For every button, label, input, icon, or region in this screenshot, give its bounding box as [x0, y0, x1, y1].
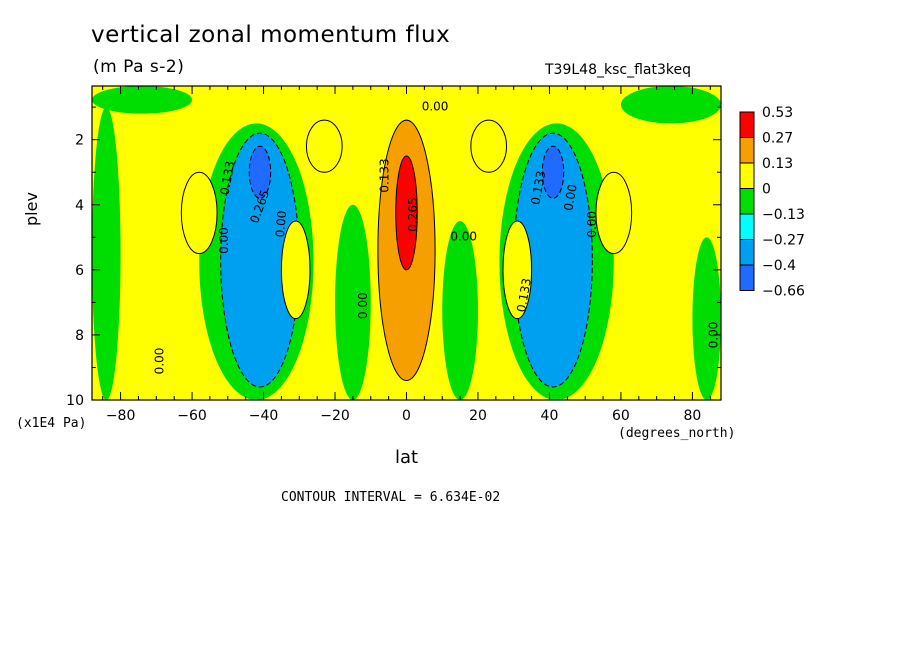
- contour-region-tropical-positive-jet: [377, 119, 436, 381]
- colorbar-swatch: [739, 264, 755, 291]
- x-tick-label: 40: [541, 408, 559, 424]
- y-tick-label: 4: [75, 198, 84, 214]
- contour-region-sh-positive-flank: [280, 220, 311, 320]
- contour-region-nh-negative-jet: [513, 132, 593, 388]
- contour-label: 0.00: [356, 292, 370, 319]
- axes: −80 −60 −40 −20 0 20 40 60 80 2 4 6 8 10: [66, 85, 722, 424]
- contour-label: 0.133: [218, 160, 238, 196]
- y-tick-label: 6: [75, 263, 84, 279]
- contour-label: 0.265: [406, 197, 420, 231]
- y-axis-label: plev: [22, 192, 41, 226]
- colorbar-swatch: [739, 213, 755, 240]
- colorbar-swatch: [739, 188, 755, 215]
- colorbar: 0.53 0.27 0.13 0 −0.13 −0.27 −0.4 −0.66: [739, 105, 805, 300]
- field-negative-lobe: [92, 86, 193, 114]
- contour-label: 0.00: [450, 230, 477, 244]
- contour-region-nh-upper-positive: [470, 119, 508, 173]
- contour-label: 0.00: [273, 210, 289, 238]
- colorbar-label: −0.13: [762, 207, 805, 223]
- field-negative-lobe: [442, 221, 478, 400]
- contour-label: 0.133: [378, 158, 392, 192]
- contour-label: 0.00: [706, 322, 720, 349]
- y-tick-label: 8: [75, 328, 84, 344]
- x-tick-label: −60: [177, 408, 207, 424]
- contour-region-sh-negative-core: [248, 145, 272, 199]
- contour-region-sh-upper-positive: [305, 119, 343, 173]
- contour-region-nh-positive-flank: [502, 220, 533, 320]
- x-tick-label: 0: [402, 408, 411, 424]
- colorbar-label: 0: [762, 182, 771, 198]
- contour-interval: CONTOUR INTERVAL = 6.634E-02: [281, 490, 501, 505]
- plot-frame: [91, 85, 722, 401]
- chart-units: (m Pa s-2): [93, 57, 185, 77]
- colorbar-swatch: [739, 137, 755, 164]
- colorbar-label: −0.4: [762, 258, 796, 274]
- contour-label: 0.00: [585, 211, 599, 238]
- plot-area: [92, 86, 721, 400]
- colorbar-label: −0.27: [762, 233, 805, 249]
- field-negative-lobe: [692, 237, 721, 400]
- field-negative-lobe: [499, 123, 614, 400]
- contour-region-nh-subtropical-positive: [595, 171, 633, 255]
- colorbar-label: −0.66: [762, 284, 805, 300]
- field-negative-lobe: [92, 107, 121, 400]
- x-tick-label: 60: [612, 408, 630, 424]
- x-axis-units: (degrees_north): [618, 426, 736, 441]
- field-negative-lobe: [620, 86, 721, 124]
- y-tick-label: 10: [66, 393, 84, 409]
- contour-label: 0.133: [528, 170, 548, 206]
- contour-region-sh-subtropical-positive: [180, 171, 218, 255]
- contour-region-nh-negative-core: [541, 145, 565, 199]
- run-label: T39L48_ksc_flat3keq: [545, 62, 691, 78]
- contour-label: 0.00: [561, 183, 579, 212]
- contour-label: 0.265: [247, 188, 272, 225]
- chart-title: vertical zonal momentum flux: [91, 22, 451, 48]
- x-axis-label: lat: [395, 447, 419, 468]
- contour-label: 0.00: [217, 227, 231, 254]
- contour-region-tropical-core: [395, 155, 418, 271]
- y-tick-label: 2: [75, 133, 84, 149]
- colorbar-swatch: [739, 239, 755, 266]
- colorbar-label: 0.27: [762, 131, 793, 147]
- x-tick-label: −80: [106, 408, 136, 424]
- contour-label: 0.133: [514, 277, 534, 313]
- field-negative-lobe: [335, 204, 371, 400]
- colorbar-label: 0.53: [762, 105, 793, 121]
- colorbar-swatch: [739, 111, 755, 138]
- colorbar-swatch: [739, 162, 755, 189]
- x-tick-label: 20: [469, 408, 487, 424]
- x-tick-label: 80: [683, 408, 701, 424]
- x-tick-label: −40: [249, 408, 279, 424]
- contour-region-sh-negative-jet: [220, 132, 300, 388]
- x-tick-label: −20: [320, 408, 350, 424]
- field-background: [92, 86, 721, 400]
- contour-label: 0.00: [152, 348, 166, 375]
- y-axis-units: (x1E4 Pa): [16, 416, 87, 431]
- contour-label: 0.00: [422, 99, 449, 113]
- field-negative-lobe: [199, 123, 314, 400]
- colorbar-label: 0.13: [762, 156, 793, 172]
